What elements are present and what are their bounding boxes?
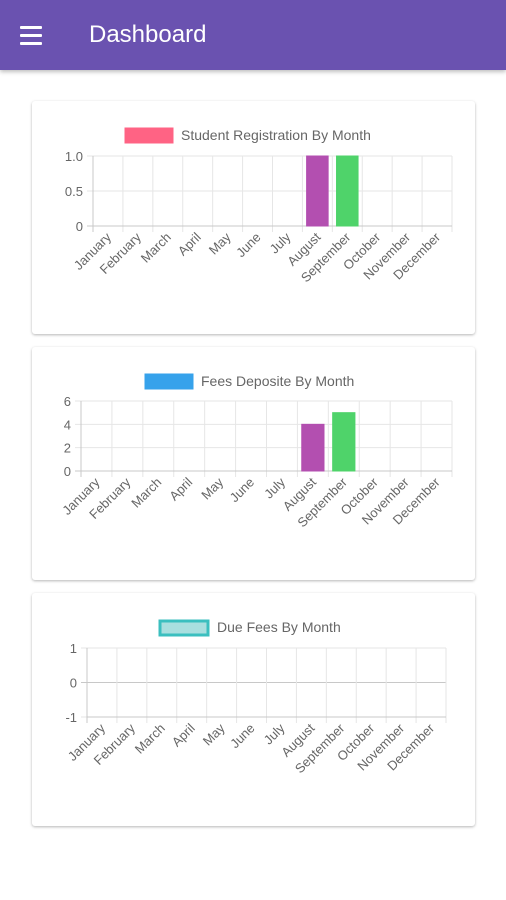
legend-label: Fees Deposite By Month xyxy=(201,373,354,389)
x-tick-label: April xyxy=(175,229,204,258)
legend-swatch[interactable] xyxy=(124,127,174,144)
bar-august[interactable] xyxy=(301,423,325,472)
y-tick-label: 4 xyxy=(64,417,71,432)
student-registration-chart-card: Student Registration By Month 1.0 0.5 0 Jan… xyxy=(32,101,475,334)
fees-deposite-chart-card: Fees Deposite By Month 6 4 2 0 January Februa… xyxy=(32,347,475,580)
y-tick-label: 0 xyxy=(70,676,77,691)
fees-deposite-chart: Fees Deposite By Month 6420JanuaryFebrua… xyxy=(59,373,453,530)
due-fees-chart-card: Due Fees By Month 1 0 -1 January February Mar… xyxy=(32,593,475,826)
student-registration-chart: Student Registration By Month 1.00.50Jan… xyxy=(65,127,453,285)
legend-swatch[interactable] xyxy=(144,373,194,390)
x-tick-label: March xyxy=(128,475,164,511)
app-bar: Dashboard xyxy=(0,0,506,70)
y-tick-label: 6 xyxy=(64,394,71,409)
page-title: Dashboard xyxy=(89,21,207,48)
bar-september[interactable] xyxy=(332,412,356,472)
hamburger-menu-icon[interactable] xyxy=(20,22,48,48)
y-tick-label: -1 xyxy=(65,710,77,725)
y-tick-label: 1.0 xyxy=(65,149,83,164)
y-tick-label: 1 xyxy=(70,641,77,656)
legend-label: Student Registration By Month xyxy=(181,127,371,143)
x-tick-label: June xyxy=(233,230,264,261)
bar-august[interactable] xyxy=(306,155,329,227)
bar-september[interactable] xyxy=(336,155,359,227)
y-tick-label: 0 xyxy=(76,219,83,234)
x-tick-label: March xyxy=(138,230,174,266)
due-fees-chart: Due Fees By Month 10-1JanuaryFebruaryMar… xyxy=(65,619,447,776)
x-tick-label: June xyxy=(227,475,258,506)
x-tick-label: May xyxy=(206,229,234,257)
x-tick-label: June xyxy=(227,721,258,752)
y-tick-label: 2 xyxy=(64,441,71,456)
y-tick-label: 0.5 xyxy=(65,184,83,199)
x-tick-label: March xyxy=(132,721,168,757)
legend-label: Due Fees By Month xyxy=(217,619,341,635)
legend-swatch[interactable] xyxy=(158,619,210,637)
x-tick-label: May xyxy=(198,474,226,502)
x-tick-label: April xyxy=(166,474,195,503)
x-tick-label: May xyxy=(200,720,228,748)
y-tick-label: 0 xyxy=(64,464,71,479)
x-tick-label: April xyxy=(169,720,198,749)
